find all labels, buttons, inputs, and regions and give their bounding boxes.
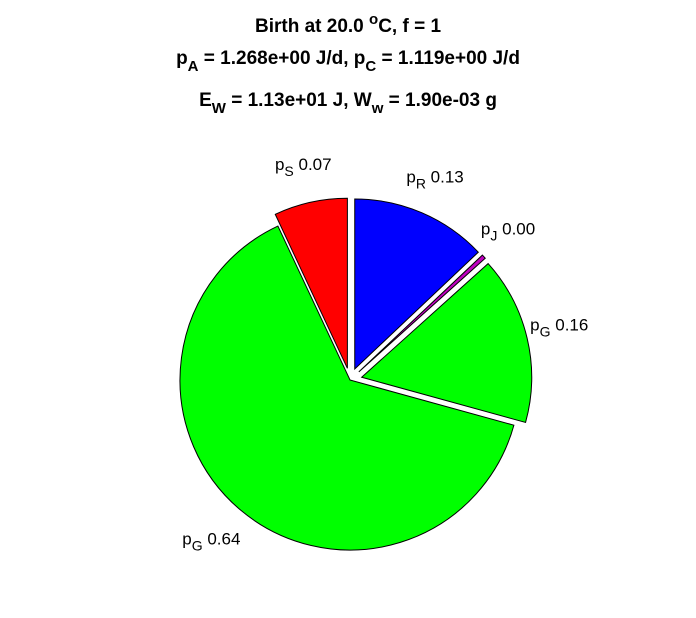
pie-slice	[274, 197, 348, 369]
label-name: p	[275, 155, 284, 174]
title-text: E	[199, 90, 212, 111]
slice-label: pS 0.07	[275, 155, 332, 179]
label-value: 0.16	[555, 316, 588, 335]
label-sub: J	[490, 227, 497, 243]
slice-label: pJ 0.00	[481, 219, 535, 243]
title-text: Birth at 20.0	[255, 16, 369, 37]
title-sub: w	[371, 100, 384, 117]
title-sub: C	[365, 58, 376, 75]
title-text: = 1.13e+01 J, W	[226, 90, 372, 111]
label-name: p	[406, 168, 415, 187]
chart-title: Birth at 20.0 o​C, f = 1	[255, 11, 441, 37]
label-value: 0.13	[431, 168, 464, 187]
label-sub: G	[540, 324, 551, 340]
slice-label: pR 0.13	[406, 168, 463, 192]
pie-slice	[179, 225, 515, 551]
title-text: C, f = 1	[378, 16, 441, 37]
pie-slice	[354, 198, 479, 371]
pie-slice	[358, 254, 486, 373]
title-text: = 1.119e+00 J/d	[376, 48, 520, 69]
slice-label: pG 0.16	[530, 316, 588, 340]
pie-slice	[360, 262, 533, 424]
label-sub: G	[192, 537, 203, 553]
label-value: 0.64	[207, 529, 240, 548]
title-sub: A	[188, 58, 199, 75]
title-text: = 1.90e-03 g	[383, 90, 497, 111]
title-text: = 1.268e+00 J/d, p	[199, 48, 366, 69]
chart-title: EW​ = 1.13e+01 J, Ww​ = 1.90e-03 g	[199, 90, 497, 117]
slice-label: pG 0.64	[182, 529, 240, 553]
label-sub: S	[284, 163, 293, 179]
label-name: p	[530, 316, 539, 335]
label-value: 0.07	[299, 155, 332, 174]
title-sup: o	[369, 11, 378, 28]
label-name: p	[481, 219, 490, 238]
label-sub: R	[416, 176, 426, 192]
title-text: p	[176, 48, 188, 69]
label-name: p	[182, 529, 191, 548]
label-value: 0.00	[502, 219, 535, 238]
chart-title: pA​ = 1.268e+00 J/d, pC​ = 1.119e+00 J/d	[176, 48, 520, 75]
title-sub: W	[212, 100, 227, 117]
